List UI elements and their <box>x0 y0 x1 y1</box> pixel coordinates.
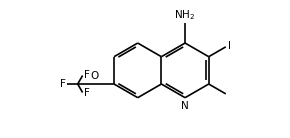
Text: F: F <box>60 79 66 89</box>
Text: O: O <box>90 71 99 81</box>
Text: F: F <box>84 70 90 80</box>
Text: F: F <box>84 88 90 98</box>
Text: I: I <box>228 41 231 51</box>
Text: NH$_2$: NH$_2$ <box>175 8 196 22</box>
Text: N: N <box>181 101 189 111</box>
